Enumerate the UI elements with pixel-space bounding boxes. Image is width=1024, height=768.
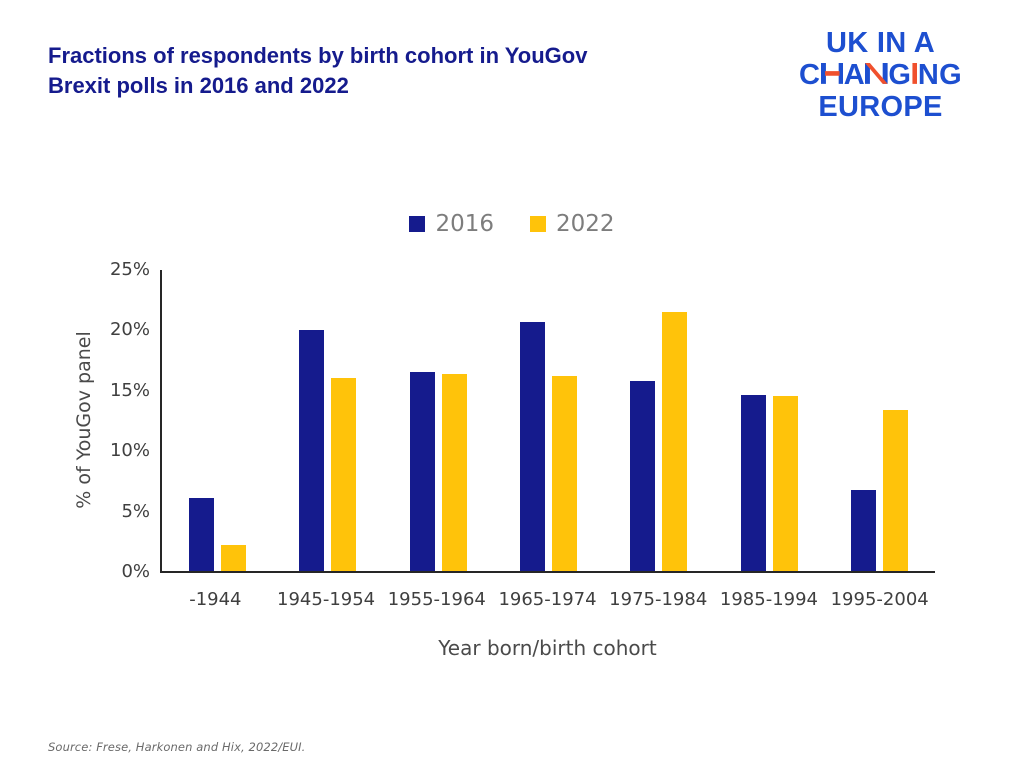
page-title-line1: Fractions of respondents by birth cohort… [48, 42, 588, 68]
bar-group--1944 [162, 270, 272, 571]
bar-2016-1995-2004 [851, 490, 877, 571]
y-tick-label: 20% [109, 319, 150, 341]
logo-letter: G [939, 58, 962, 91]
bar-2022-1945-1954 [331, 378, 357, 571]
x-tick-label: 1965-1974 [498, 589, 597, 610]
logo-letter-h-red-crossbar-icon [820, 63, 844, 84]
y-tick-label: 25% [109, 259, 150, 280]
bar-group-1945-1954 [272, 270, 382, 571]
bar-2016-1945-1954 [299, 330, 325, 571]
x-tick-label: -1944 [189, 589, 242, 610]
logo-line-europe: EUROPE [818, 90, 943, 123]
bar-2022-1985-1994 [772, 396, 798, 571]
page-title: Fractions of respondents by birth cohort… [48, 41, 708, 102]
bar-2022-1995-2004 [883, 409, 909, 571]
bar-2022-1955-1964 [441, 373, 467, 571]
legend-swatch-2022 [530, 216, 546, 232]
y-tick-label: 15% [109, 379, 150, 401]
plot-area [160, 270, 935, 573]
source-note: Source: Frese, Harkonen and Hix, 2022/EU… [48, 740, 306, 754]
logo-letter: N [917, 58, 940, 91]
bar-group-1965-1974 [493, 270, 603, 571]
logo-letter-n-red-diagonal-icon [865, 63, 888, 84]
x-tick-label: 1985-1994 [719, 589, 819, 610]
logo-letter: C [799, 58, 821, 91]
bar-2022-1965-1974 [551, 375, 577, 571]
logo-letter-i-red-icon [912, 63, 918, 84]
legend-label-2022: 2022 [556, 211, 615, 237]
y-tick-label: 5% [121, 500, 150, 522]
bar-2022-1975-1984 [662, 312, 688, 571]
legend-item-2022: 2022 [530, 211, 615, 237]
legend-label-2016: 2016 [435, 211, 494, 237]
bar-group-1995-2004 [825, 270, 935, 571]
bar-2016-1985-1994 [740, 395, 766, 571]
x-axis-title: Year born/birth cohort [438, 636, 657, 660]
page-title-line2: Brexit polls in 2016 and 2022 [48, 73, 349, 99]
y-tick-column: 0% 5% 10% 15% 20% 25% [62, 261, 150, 581]
bar-group-1985-1994 [714, 270, 824, 571]
logo-letter: G [888, 58, 912, 91]
uk-in-a-changing-europe-logo: UK IN A C A G NG EUROPE [773, 27, 988, 124]
y-tick-label: 0% [121, 561, 150, 582]
x-tick-label: 1995-2004 [830, 589, 929, 610]
x-tick-row: -1944 1945-1954 1955-1964 1965-1974 1975-198… [160, 589, 935, 610]
logo-line-changing: C A G NG [773, 58, 988, 92]
bar-2016--1944 [188, 497, 214, 571]
bar-group-1975-1984 [604, 270, 714, 571]
logo-letter: A [843, 58, 865, 91]
x-tick-label: 1975-1984 [609, 589, 708, 610]
legend-item-2016: 2016 [409, 211, 494, 237]
bar-2016-1975-1984 [630, 380, 656, 571]
y-tick-label: 10% [109, 440, 150, 462]
legend-swatch-2016 [409, 216, 426, 232]
chart-legend: 2016 2022 [0, 211, 1024, 237]
bar-2016-1955-1964 [409, 372, 435, 571]
logo-line-uk-in-a: UK IN A [826, 27, 935, 59]
bar-2022--1944 [220, 544, 246, 571]
bar-2016-1965-1974 [519, 321, 545, 571]
x-tick-label: 1945-1954 [277, 589, 376, 610]
bar-group-1955-1964 [383, 270, 493, 571]
x-tick-label: 1955-1964 [387, 589, 486, 610]
